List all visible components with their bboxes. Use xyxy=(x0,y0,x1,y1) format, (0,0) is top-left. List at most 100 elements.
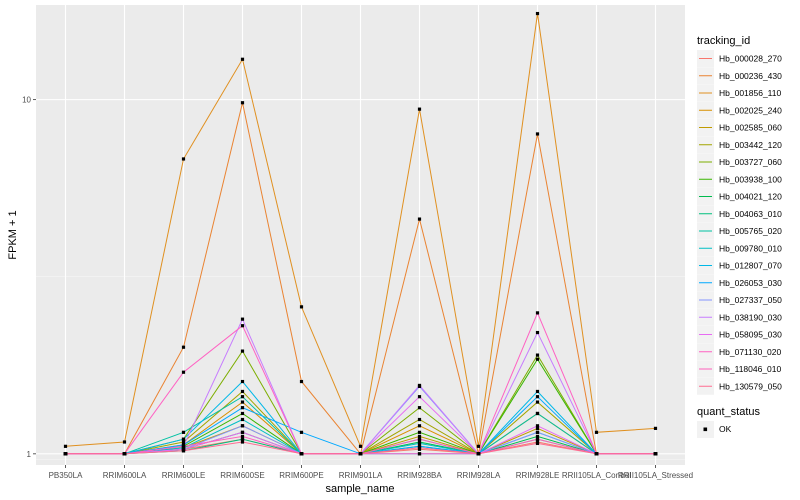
x-tick-label: RRII105LA_Stressed xyxy=(618,471,693,480)
data-point xyxy=(240,417,245,422)
data-point xyxy=(535,311,540,315)
legend-label: Hb_009780_010 xyxy=(719,243,782,253)
legend-label: Hb_071130_020 xyxy=(719,347,782,357)
data-point xyxy=(358,452,363,456)
data-point xyxy=(653,426,658,430)
marker-legend-title: quant_status xyxy=(697,406,760,418)
x-tick-label: RRIM600LA xyxy=(103,471,147,480)
legend-label: Hb_001856_110 xyxy=(719,88,782,98)
data-point xyxy=(240,430,245,434)
data-point xyxy=(299,305,304,309)
legend-label: Hb_003442_120 xyxy=(719,140,782,150)
legend-label: Hb_005765_020 xyxy=(719,226,782,236)
data-point xyxy=(181,437,186,441)
x-tick-label: PB350LA xyxy=(49,471,83,480)
marker-legend-symbol xyxy=(703,427,708,432)
x-tick-label: RRIM928LA xyxy=(457,471,501,480)
x-tick-label: RRIM600SE xyxy=(220,471,264,480)
y-axis-title: FPKM + 1 xyxy=(7,210,19,259)
data-point xyxy=(240,411,245,416)
legend-label: Hb_058095_030 xyxy=(719,330,782,340)
data-point xyxy=(535,357,540,361)
data-point xyxy=(240,349,245,353)
legend-label: Hb_004021_120 xyxy=(719,192,782,202)
x-tick-label: RRIM928BA xyxy=(397,471,442,480)
series-points xyxy=(63,11,658,456)
data-point xyxy=(417,217,422,221)
data-point xyxy=(299,452,304,456)
data-point xyxy=(299,430,304,434)
legend-label: Hb_026053_030 xyxy=(719,278,782,288)
data-point xyxy=(240,379,245,384)
legend-label: Hb_118046_010 xyxy=(719,364,782,374)
data-point xyxy=(181,157,186,161)
data-point xyxy=(535,11,540,16)
data-point xyxy=(535,430,540,434)
y-axis: 1 10 xyxy=(22,96,36,459)
data-point xyxy=(240,437,245,441)
y-tick-label: 10 xyxy=(22,96,31,105)
data-point xyxy=(594,430,599,434)
x-axis-title: sample_name xyxy=(325,483,394,495)
data-point xyxy=(240,101,245,105)
data-point xyxy=(299,379,304,384)
legend-label: Hb_000028_270 xyxy=(719,54,782,64)
legend-label: Hb_027337_050 xyxy=(719,295,782,305)
data-point xyxy=(535,411,540,416)
legend: tracking_id Hb_000028_270 Hb_000236_430 Hb… xyxy=(697,35,782,438)
data-point xyxy=(417,424,422,428)
data-point xyxy=(181,444,186,448)
data-point xyxy=(240,440,245,444)
data-point xyxy=(240,57,245,61)
data-point xyxy=(240,395,245,399)
data-point xyxy=(535,424,540,428)
legend-label: Hb_002585_060 xyxy=(719,123,782,133)
data-point xyxy=(240,317,245,321)
data-point xyxy=(417,383,422,388)
data-point xyxy=(417,437,422,441)
data-point xyxy=(181,345,186,349)
data-point xyxy=(535,434,540,439)
legend-label: Hb_002025_240 xyxy=(719,105,782,115)
data-point xyxy=(535,441,540,446)
data-point xyxy=(181,430,186,434)
marker-legend-label: OK xyxy=(719,424,732,434)
data-point xyxy=(417,434,422,439)
data-point xyxy=(417,441,422,446)
data-point xyxy=(535,132,540,136)
data-point xyxy=(535,437,540,441)
data-point xyxy=(535,426,540,430)
legend-label: Hb_038190_030 xyxy=(719,312,782,322)
legend-label: Hb_000236_430 xyxy=(719,71,782,81)
legend-label: Hb_003938_100 xyxy=(719,174,782,184)
data-point xyxy=(417,406,422,410)
major-gridlines xyxy=(36,5,685,465)
data-point xyxy=(240,324,245,328)
data-point xyxy=(358,444,363,448)
x-axis: PB350LA RRIM600LA RRIM600LE RRIM600SE RRIM60… xyxy=(49,465,693,480)
x-tick-label: RRIM901LA xyxy=(339,471,383,480)
data-point xyxy=(240,406,245,410)
data-point xyxy=(181,370,186,374)
data-point xyxy=(417,417,422,422)
data-point xyxy=(122,440,127,444)
data-point xyxy=(476,452,481,456)
data-point xyxy=(240,400,245,404)
legend-label: Hb_012807_070 xyxy=(719,261,782,271)
data-point xyxy=(417,452,422,456)
data-point xyxy=(63,452,68,456)
data-point xyxy=(417,107,422,111)
data-point xyxy=(535,400,540,404)
legend-label: Hb_003727_060 xyxy=(719,157,782,167)
data-point xyxy=(476,444,481,448)
data-point xyxy=(240,424,245,428)
legend-label: Hb_004063_010 xyxy=(719,209,782,219)
x-tick-label: RRII105LA_Control xyxy=(562,471,632,480)
x-tick-label: RRIM928LE xyxy=(516,471,560,480)
y-tick-label: 1 xyxy=(27,450,32,459)
data-point xyxy=(535,395,540,399)
data-point xyxy=(181,440,186,444)
data-point xyxy=(122,452,127,456)
x-tick-label: RRIM600PE xyxy=(279,471,323,480)
